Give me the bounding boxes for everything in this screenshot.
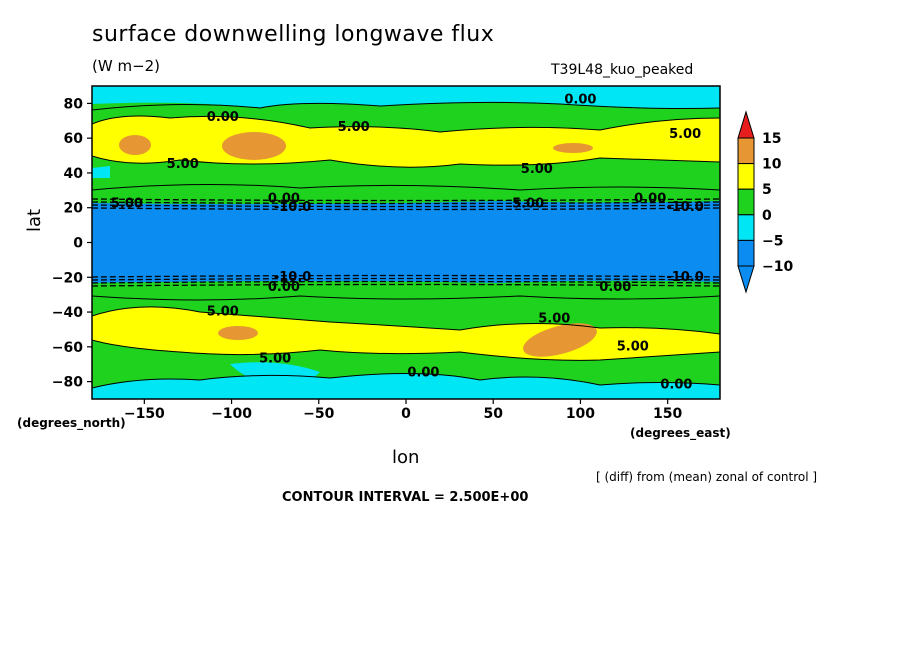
contour-dashed — [92, 274, 720, 278]
y-tick-label: −60 — [52, 340, 83, 356]
y-tick-label: 20 — [64, 201, 84, 217]
colorbar-label: −10 — [762, 259, 793, 275]
colorbar-label: −5 — [762, 233, 783, 249]
y-axis-label: lat — [24, 208, 45, 232]
contour-label: -10.0 — [274, 200, 311, 215]
contour-dashed — [92, 280, 720, 284]
x-axis-label: lon — [392, 447, 420, 468]
x-tick-label: −100 — [211, 406, 252, 422]
colorbar-label: 5 — [762, 182, 772, 198]
contour-line — [92, 155, 720, 168]
field-blue-equator — [92, 201, 720, 283]
contour-label: -10.0 — [274, 270, 311, 285]
contour-label: 5.00 — [259, 352, 291, 367]
contour-label: 5.00 — [669, 127, 701, 142]
diff-note: [ (diff) from (mean) zonal of control ] — [596, 470, 818, 484]
y-tick-label: −20 — [52, 270, 83, 286]
contour-interval: CONTOUR INTERVAL = 2.500E+00 — [282, 490, 529, 505]
contour-label: 0.00 — [268, 280, 300, 295]
chart-title: surface downwelling longwave flux — [92, 22, 495, 47]
x-tick-label: 0 — [401, 406, 411, 422]
contour-label: 5.00 — [617, 339, 649, 354]
colorbar: 15 10 5 0 −5 −10 — [737, 110, 793, 294]
y-tick-label: 60 — [64, 131, 84, 147]
contour-label: 5.00 — [111, 197, 143, 212]
contour-line — [92, 183, 720, 191]
contour-label: 5.00 — [521, 162, 553, 177]
colorbar-label: 15 — [762, 131, 781, 147]
x-tick-label: 50 — [483, 406, 503, 422]
contour-line — [92, 101, 720, 111]
x-tick-label: −150 — [124, 406, 165, 422]
contour-label: 5.00 — [207, 305, 239, 320]
field-cyan-west — [92, 166, 110, 178]
colorbar-label: 10 — [762, 157, 782, 173]
field-cyan-south — [92, 373, 720, 399]
contour-label: 0.00 — [207, 110, 239, 125]
contour-label: 0.00 — [564, 92, 596, 107]
contour-label: 5.00 — [512, 197, 544, 212]
contour-label: 5.00 — [538, 312, 570, 327]
contour-label: 0.00 — [268, 192, 300, 207]
field-orange-5 — [218, 326, 258, 340]
contour-label: 0.00 — [599, 280, 631, 295]
contour-label: 0.00 — [634, 192, 666, 207]
x-tick-label: −50 — [303, 406, 334, 422]
colorbar-box — [737, 137, 755, 165]
y-tick-label: −40 — [52, 305, 83, 321]
contour-dashed — [92, 201, 720, 205]
field-cyan-south-2 — [230, 362, 320, 390]
colorbar-extend-top — [737, 110, 755, 139]
contour-line — [92, 306, 720, 335]
contour-label: -10.0 — [666, 200, 703, 215]
y-tick-label: 80 — [64, 96, 84, 112]
y-tick-label: −80 — [52, 375, 83, 391]
contour-label: 5.00 — [338, 120, 370, 135]
contour-line — [92, 115, 720, 133]
x-tick-label: 100 — [566, 406, 595, 422]
chart-units: (W m−2) — [92, 57, 161, 75]
y-tick-label: 40 — [64, 166, 84, 182]
colorbar-box — [737, 188, 755, 216]
contour-line — [92, 339, 720, 361]
contour-dashed — [92, 207, 720, 211]
colorbar-box — [737, 214, 755, 241]
contour-dashed — [92, 198, 720, 202]
y-tick-label: 0 — [73, 236, 83, 252]
field-orange-2 — [119, 135, 151, 155]
contour-label: 0.00 — [407, 365, 439, 380]
y-axis-unit: (degrees_north) — [17, 416, 126, 430]
contour-labels: 0.000.005.00 5.005.00 5.005.00 0.00-10.0 5.0… — [111, 92, 704, 392]
x-axis-unit: (degrees_east) — [630, 426, 731, 440]
field-orange-4 — [523, 323, 597, 357]
field-orange-1 — [222, 132, 286, 160]
plot-area — [92, 86, 720, 399]
field-orange-3 — [553, 143, 593, 153]
contour-label: 0.00 — [660, 378, 692, 393]
colorbar-box — [737, 163, 755, 190]
contour-dashed — [92, 277, 720, 281]
contour-dashed — [92, 283, 720, 287]
colorbar-box — [737, 239, 755, 267]
colorbar-label: 0 — [762, 208, 772, 224]
colorbar-extend-bottom — [737, 265, 755, 294]
field-cyan-north — [92, 86, 720, 109]
x-tick-label: 150 — [653, 406, 682, 422]
axes: −150 −100 −50 0 50 100 150 80 60 40 20 0 −20 −40 −60 −8… — [52, 96, 683, 422]
contour-label: -10.0 — [666, 270, 703, 285]
contour-dashed — [92, 204, 720, 208]
contour-label: 5.00 — [167, 157, 199, 172]
contour-line — [92, 295, 720, 301]
contour-line — [92, 372, 720, 389]
run-label: T39L48_kuo_peaked — [551, 62, 694, 78]
